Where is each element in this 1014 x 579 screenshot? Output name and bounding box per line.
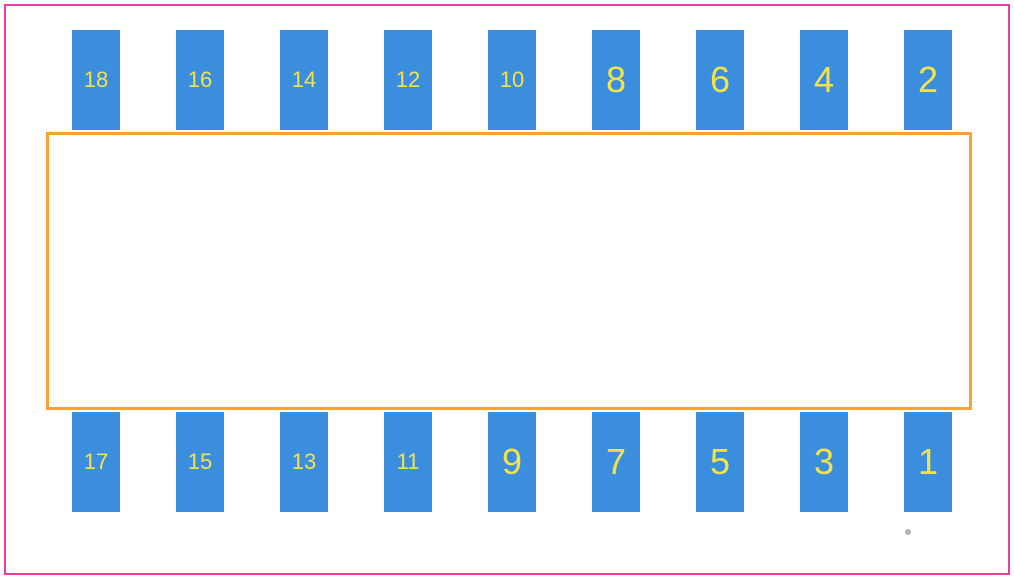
pad-label: 4: [814, 62, 834, 98]
pin1-marker-dot: [905, 529, 911, 535]
pad-label: 11: [397, 451, 420, 473]
pad-16: 16: [176, 30, 224, 130]
pad-18: 18: [72, 30, 120, 130]
pad-label: 16: [188, 69, 212, 91]
pad-label: 6: [710, 62, 730, 98]
pad-17: 17: [72, 412, 120, 512]
pad-10: 10: [488, 30, 536, 130]
pad-15: 15: [176, 412, 224, 512]
pad-label: 18: [84, 69, 108, 91]
package-body-outline: [46, 132, 972, 410]
pad-label: 15: [188, 451, 212, 473]
pad-label: 7: [606, 444, 626, 480]
pad-11: 11: [384, 412, 432, 512]
pad-label: 5: [710, 444, 730, 480]
pad-4: 4: [800, 30, 848, 130]
pad-2: 2: [904, 30, 952, 130]
pad-label: 12: [396, 69, 420, 91]
pad-13: 13: [280, 412, 328, 512]
pad-6: 6: [696, 30, 744, 130]
pad-label: 10: [500, 69, 524, 91]
pad-14: 14: [280, 30, 328, 130]
pad-label: 14: [292, 69, 316, 91]
pad-8: 8: [592, 30, 640, 130]
pad-label: 2: [918, 62, 938, 98]
pad-7: 7: [592, 412, 640, 512]
pad-label: 3: [814, 444, 834, 480]
pad-3: 3: [800, 412, 848, 512]
pad-5: 5: [696, 412, 744, 512]
pad-label: 9: [502, 444, 522, 480]
pad-label: 13: [292, 451, 316, 473]
pad-12: 12: [384, 30, 432, 130]
pad-label: 1: [918, 444, 938, 480]
pad-9: 9: [488, 412, 536, 512]
pad-label: 17: [84, 451, 108, 473]
pad-1: 1: [904, 412, 952, 512]
pad-label: 8: [606, 62, 626, 98]
